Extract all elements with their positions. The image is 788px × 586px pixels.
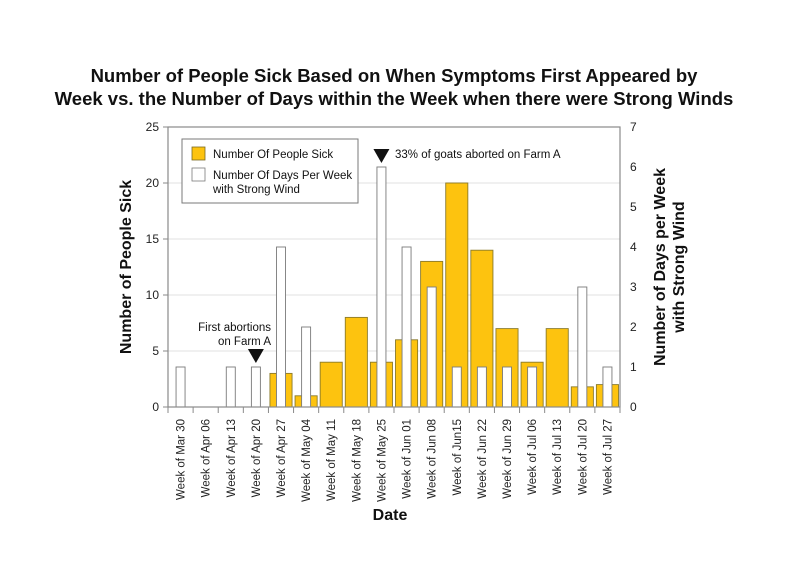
legend: Number Of People Sick Number Of Days Per… xyxy=(181,138,359,204)
x-tick-label: Week of Jul 06 xyxy=(527,419,539,495)
x-tick-label: Week of Mar 30 xyxy=(176,419,188,500)
down-triangle-icon xyxy=(247,349,264,363)
annotation-first-abortions: First abortions on Farm A xyxy=(198,322,271,363)
bar-people-sick xyxy=(319,361,343,408)
chart-title-line-1: Number of People Sick Based on When Symp… xyxy=(90,65,698,86)
y2-tick-label: 4 xyxy=(630,240,637,254)
y-tick-label: 5 xyxy=(152,344,159,358)
bar-wind-days xyxy=(301,326,312,408)
y-tick-label: 0 xyxy=(152,400,159,414)
left-axis-ticks: 0 5 10 15 20 25 xyxy=(146,120,168,414)
y2-tick-label: 7 xyxy=(630,120,637,134)
annotation-first-abortions-line-1: First abortions xyxy=(198,322,271,334)
x-tick-label: Week of Apr 27 xyxy=(276,419,288,497)
legend-box xyxy=(181,138,359,204)
y-tick-label: 20 xyxy=(146,176,160,190)
bar-people-sick xyxy=(545,328,569,408)
down-triangle-icon xyxy=(373,149,390,163)
bar-wind-days xyxy=(401,246,412,408)
x-axis-ticks: Week of Mar 30 Week of Apr 06 Week of Apr … xyxy=(167,407,621,502)
bar-wind-days xyxy=(225,366,236,408)
chart-title-line-2: Week vs. the Number of Days within the W… xyxy=(54,88,734,109)
y2-tick-label: 6 xyxy=(630,160,637,174)
x-tick-label: Week of May 04 xyxy=(301,418,313,501)
y2-axis-label-line-2: with Strong Wind xyxy=(671,201,688,333)
x-tick-label: Week of May 18 xyxy=(351,419,363,502)
x-tick-label: Week of Jun 01 xyxy=(402,419,414,499)
bar-wind-days xyxy=(426,286,437,408)
annotation-goats-aborted: 33% of goats aborted on Farm A xyxy=(373,149,561,163)
chart-title: Number of People Sick Based on When Symp… xyxy=(0,64,788,110)
bar-wind-days xyxy=(276,246,286,408)
x-tick-label: Week of Jun 29 xyxy=(502,419,514,499)
y-tick-label: 10 xyxy=(146,288,160,302)
x-tick-label: Week of Jul 27 xyxy=(602,419,614,495)
x-tick-label: Week of Jun15 xyxy=(452,419,464,496)
legend-label-wind-line-2: with Strong Wind xyxy=(212,184,300,196)
legend-swatch-sick xyxy=(191,146,206,161)
annotation-goats-aborted-text: 33% of goats aborted on Farm A xyxy=(395,149,561,161)
y-axis-label: Number of People Sick xyxy=(118,180,135,354)
bar-wind-days xyxy=(527,366,538,408)
bar-wind-days xyxy=(476,366,487,408)
y2-tick-label: 3 xyxy=(630,280,637,294)
y-tick-label: 15 xyxy=(146,232,160,246)
x-tick-label: Week of Jul 20 xyxy=(577,419,589,495)
bar-wind-days xyxy=(451,366,462,408)
bar-wind-days xyxy=(175,366,186,408)
x-axis-label: Date xyxy=(373,507,408,524)
x-tick-label: Week of Jun 22 xyxy=(477,419,489,499)
x-tick-label: Week of Apr 13 xyxy=(226,419,238,497)
bar-wind-days xyxy=(250,366,261,408)
bar-wind-days xyxy=(376,166,387,408)
y-tick-label: 25 xyxy=(146,120,160,134)
x-tick-label: Week of Apr 20 xyxy=(251,419,263,497)
annotation-first-abortions-line-2: on Farm A xyxy=(218,336,271,348)
y2-tick-label: 5 xyxy=(630,200,637,214)
legend-label-sick: Number Of People Sick xyxy=(213,149,333,161)
x-tick-label: Week of May 25 xyxy=(376,419,388,502)
x-tick-label: Week of Jun 08 xyxy=(427,419,439,499)
x-tick-label: Week of Jul 13 xyxy=(552,419,564,495)
right-axis-ticks: 0 1 2 3 4 5 6 7 xyxy=(630,120,637,414)
legend-swatch-wind xyxy=(191,167,206,182)
x-tick-label: Week of Apr 06 xyxy=(201,419,213,497)
bar-wind-days xyxy=(502,366,512,408)
bar-wind-days xyxy=(602,366,613,408)
bars xyxy=(175,166,619,408)
bar-wind-days xyxy=(577,286,588,408)
bar-people-sick xyxy=(344,316,368,408)
legend-label-wind-line-1: Number Of Days Per Week xyxy=(213,170,352,182)
y2-tick-label: 2 xyxy=(630,320,637,334)
y2-tick-label: 0 xyxy=(630,400,637,414)
y2-tick-label: 1 xyxy=(630,360,637,374)
x-tick-label: Week of May 11 xyxy=(326,419,338,501)
y2-axis-label-line-1: Number of Days per Week xyxy=(652,168,669,366)
